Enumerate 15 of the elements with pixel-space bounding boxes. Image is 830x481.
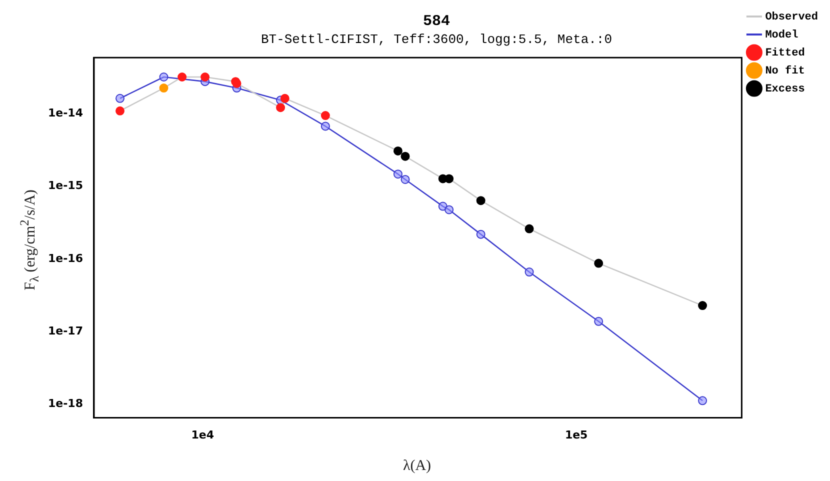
chart-title: 584 xyxy=(422,12,450,30)
legend-label: No fit xyxy=(765,64,805,78)
y-tick-label: 1e-14 xyxy=(48,106,84,120)
x-tick-label: 1e5 xyxy=(564,428,588,442)
x-axis-title: λ(A) xyxy=(402,458,432,475)
legend-label: Excess xyxy=(765,83,805,96)
y-tick-label: 1e-16 xyxy=(48,252,84,265)
y-tick-label: 1e-17 xyxy=(48,324,83,338)
legend-label: Fitted xyxy=(765,47,805,60)
chart-subtitle: BT-Settl-CIFIST, Teff:3600, logg:5.5, Meta.:0 xyxy=(260,32,612,48)
y-tick-label: 1e-18 xyxy=(48,397,83,410)
x-tick-label: 1e4 xyxy=(191,428,214,442)
y-tick-label: 1e-15 xyxy=(48,179,83,192)
legend-label: Observed xyxy=(765,11,818,24)
legend-label: Model xyxy=(765,29,799,42)
